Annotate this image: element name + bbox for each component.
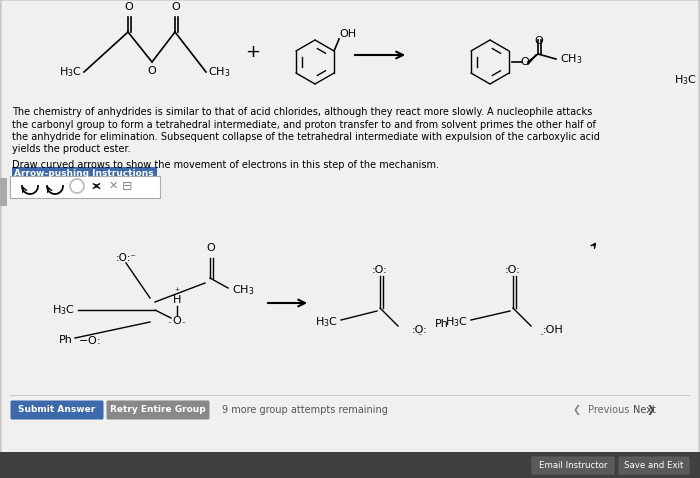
Text: Ph: Ph bbox=[59, 335, 73, 345]
Text: :O:⁻: :O:⁻ bbox=[116, 253, 136, 263]
Text: ⁺: ⁺ bbox=[174, 287, 180, 297]
Text: H$_3$C: H$_3$C bbox=[315, 315, 338, 329]
Text: Ph: Ph bbox=[435, 319, 449, 329]
Text: 9 more group attempts remaining: 9 more group attempts remaining bbox=[222, 405, 388, 415]
Text: $-$O:: $-$O: bbox=[78, 334, 101, 346]
Text: O: O bbox=[173, 316, 181, 326]
Text: H$_3$C: H$_3$C bbox=[445, 315, 468, 329]
Text: +: + bbox=[246, 43, 260, 61]
FancyBboxPatch shape bbox=[10, 176, 160, 198]
Bar bbox=[0, 452, 700, 478]
Text: O: O bbox=[535, 36, 543, 46]
Text: O: O bbox=[125, 2, 134, 12]
Text: Submit Answer: Submit Answer bbox=[18, 405, 96, 414]
Text: ··: ·· bbox=[181, 319, 187, 328]
Text: ⊟: ⊟ bbox=[122, 180, 132, 193]
Text: The chemistry of anhydrides is similar to that of acid chlorides, although they : The chemistry of anhydrides is similar t… bbox=[12, 107, 592, 117]
Text: H$_3$C: H$_3$C bbox=[674, 73, 697, 87]
Text: the carbonyl group to form a tetrahedral intermediate, and proton transfer to an: the carbonyl group to form a tetrahedral… bbox=[12, 120, 596, 130]
Text: Retry Entire Group: Retry Entire Group bbox=[110, 405, 206, 414]
Text: CH$_3$: CH$_3$ bbox=[232, 283, 255, 297]
Bar bbox=[0, 178, 7, 206]
Text: H$_3$C: H$_3$C bbox=[59, 65, 82, 79]
Text: O: O bbox=[521, 57, 529, 67]
Text: Previous: Previous bbox=[588, 405, 629, 415]
Text: OH: OH bbox=[339, 29, 356, 39]
Text: ❮: ❮ bbox=[573, 405, 581, 415]
Text: O: O bbox=[206, 243, 216, 253]
Text: :OH: :OH bbox=[542, 325, 564, 335]
Text: CH$_3$: CH$_3$ bbox=[560, 52, 582, 66]
Text: ··: ·· bbox=[540, 332, 545, 340]
Text: Arrow-pushing Instructions: Arrow-pushing Instructions bbox=[14, 170, 154, 178]
FancyBboxPatch shape bbox=[619, 457, 689, 474]
Text: ··: ·· bbox=[417, 332, 423, 340]
Text: ✕: ✕ bbox=[108, 181, 118, 191]
Text: Save and Exit: Save and Exit bbox=[624, 461, 684, 470]
Text: the anhydride for elimination. Subsequent collapse of the tetrahedral intermedia: the anhydride for elimination. Subsequen… bbox=[12, 132, 600, 142]
Text: yields the product ester.: yields the product ester. bbox=[12, 144, 131, 154]
FancyBboxPatch shape bbox=[106, 401, 209, 420]
Text: O: O bbox=[172, 2, 181, 12]
Text: :O:: :O: bbox=[372, 265, 388, 275]
Text: CH$_3$: CH$_3$ bbox=[208, 65, 230, 79]
Text: Next: Next bbox=[633, 405, 656, 415]
Text: :O:: :O: bbox=[505, 265, 521, 275]
Text: H: H bbox=[173, 295, 181, 305]
Text: O: O bbox=[148, 66, 156, 76]
Text: Draw curved arrows to show the movement of electrons in this step of the mechani: Draw curved arrows to show the movement … bbox=[12, 160, 439, 170]
Text: H$_3$C: H$_3$C bbox=[52, 303, 75, 317]
Text: :O:: :O: bbox=[412, 325, 428, 335]
FancyBboxPatch shape bbox=[532, 457, 614, 474]
Text: Email Instructor: Email Instructor bbox=[539, 461, 607, 470]
FancyBboxPatch shape bbox=[12, 167, 157, 181]
Text: ❯: ❯ bbox=[647, 405, 655, 415]
FancyBboxPatch shape bbox=[10, 401, 104, 420]
Text: ··: ·· bbox=[167, 319, 173, 328]
